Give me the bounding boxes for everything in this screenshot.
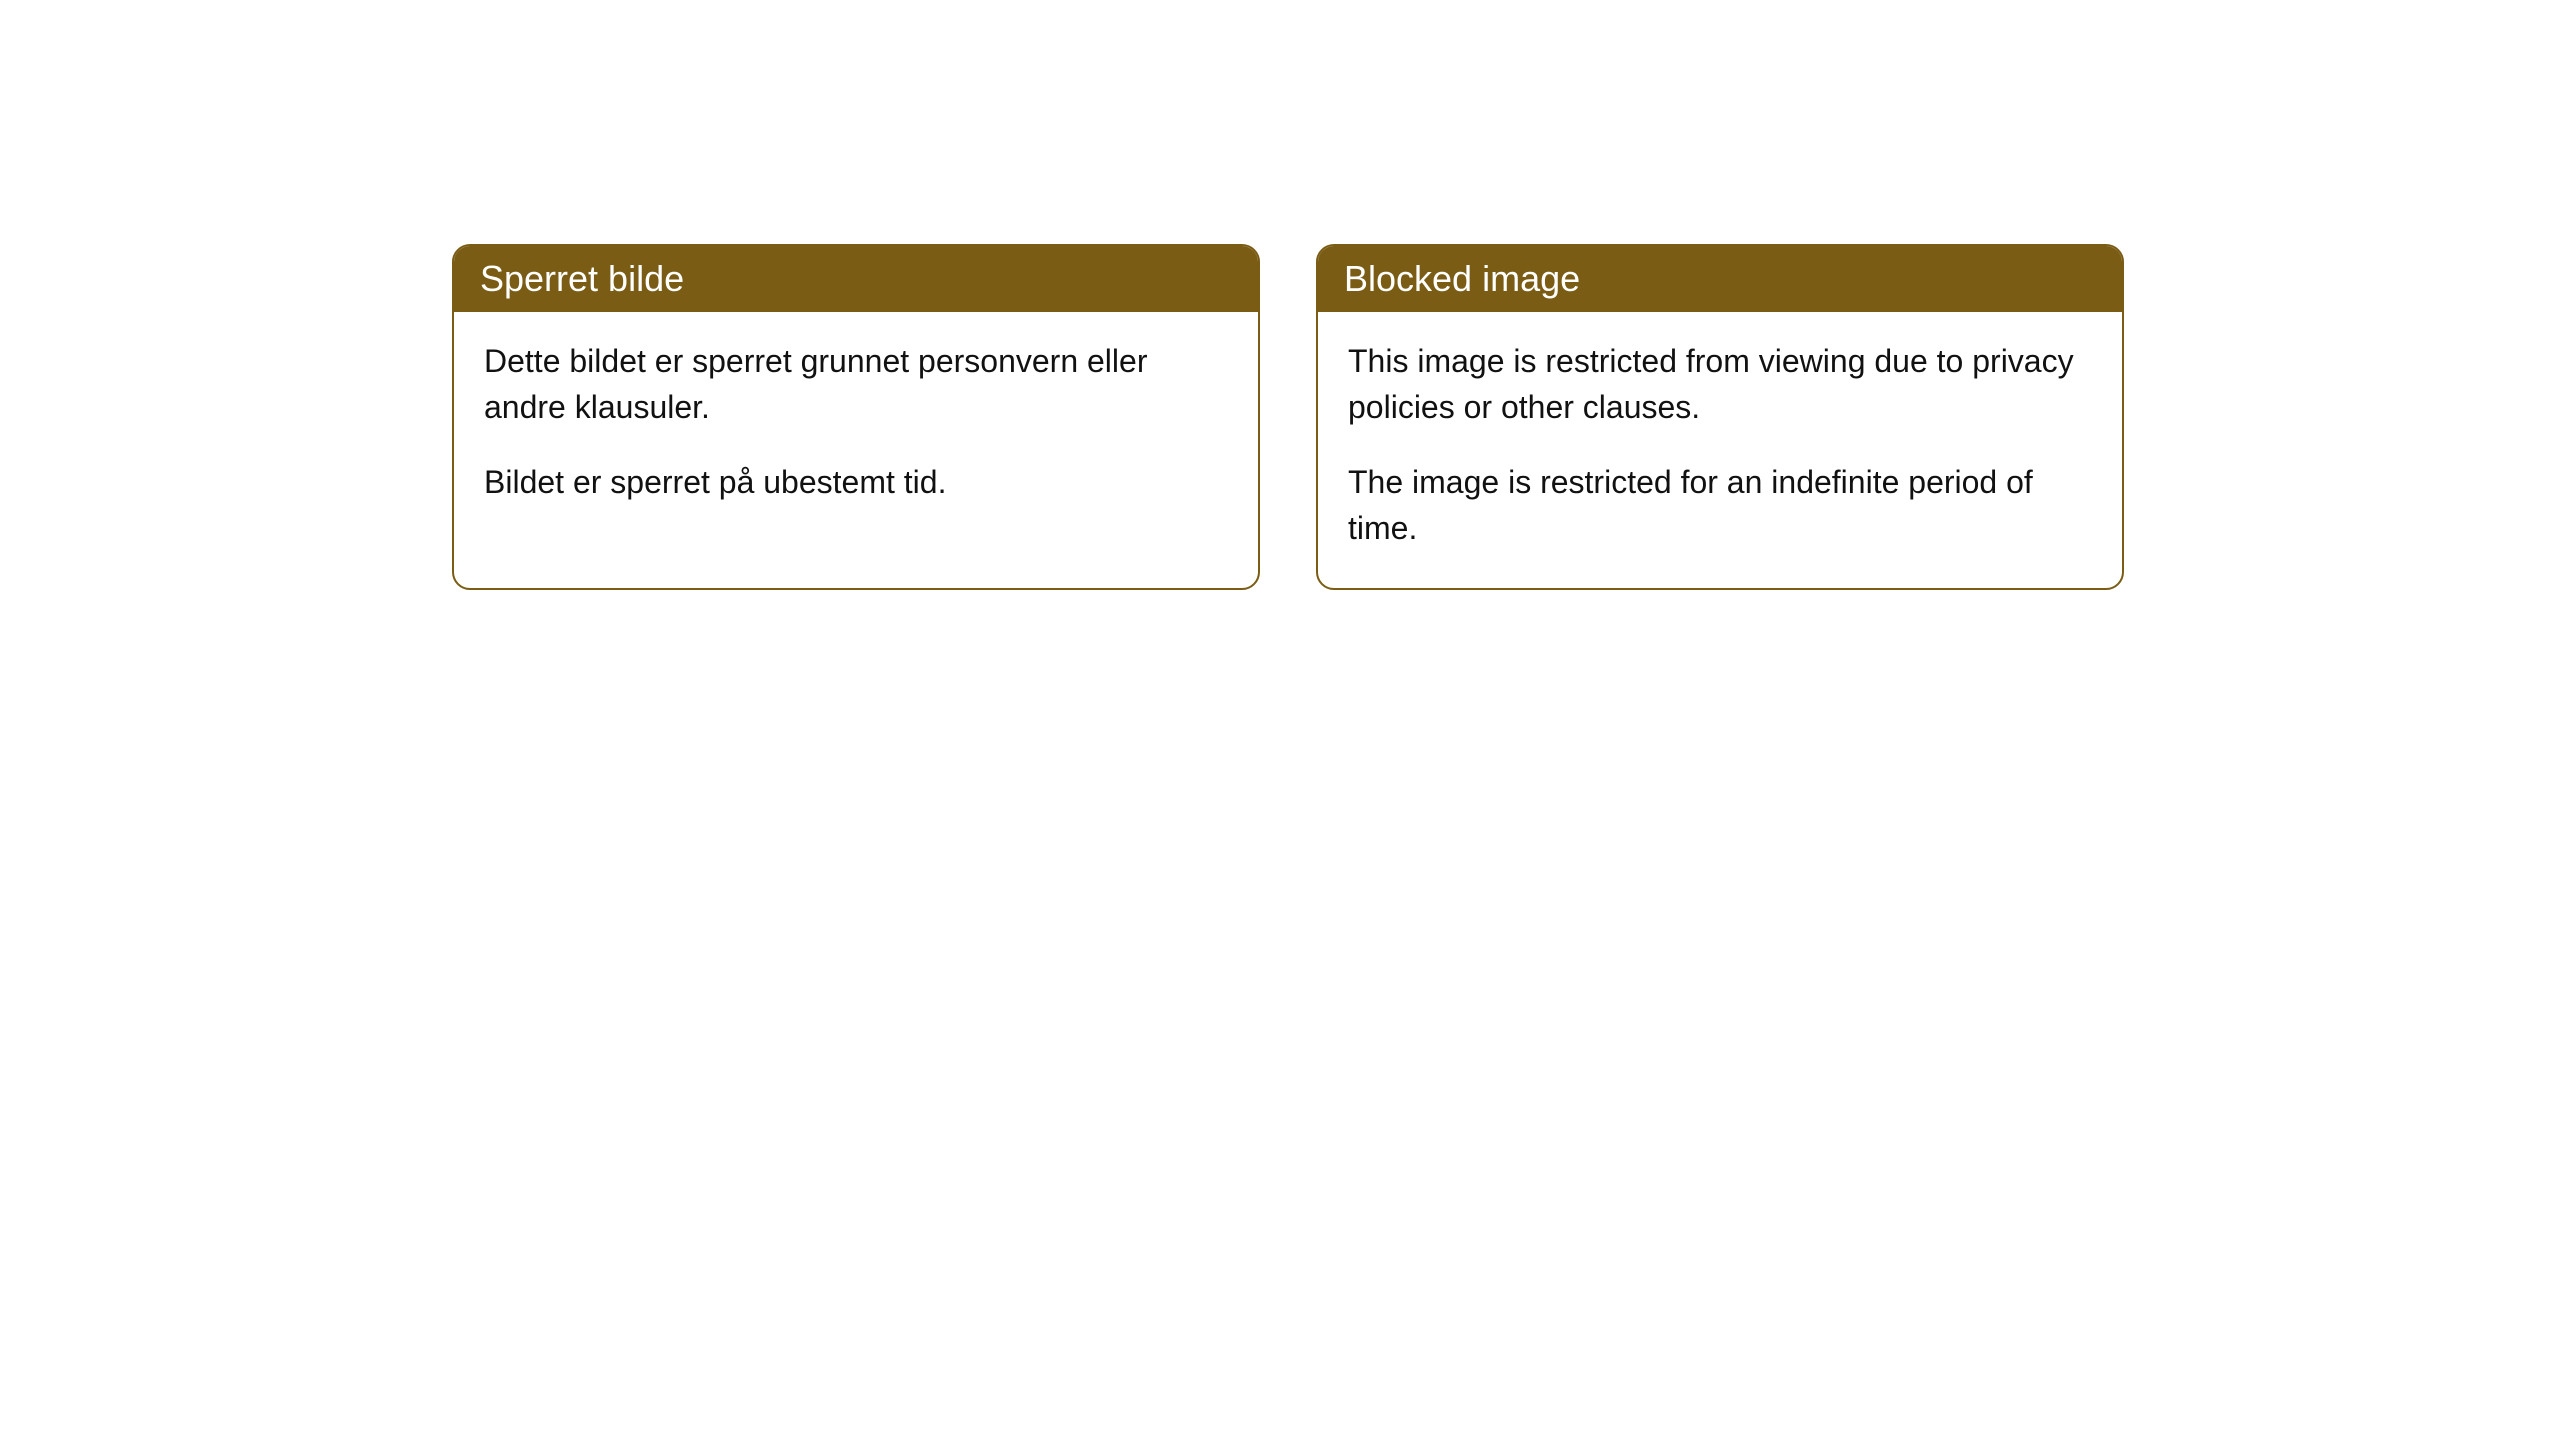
card-body: Dette bildet er sperret grunnet personve…: [454, 312, 1258, 541]
card-paragraph: Bildet er sperret på ubestemt tid.: [484, 459, 1228, 505]
card-title: Blocked image: [1344, 258, 1580, 299]
card-title: Sperret bilde: [480, 258, 684, 299]
notice-cards-container: Sperret bilde Dette bildet er sperret gr…: [452, 244, 2560, 590]
card-header: Blocked image: [1318, 246, 2122, 312]
notice-card-norwegian: Sperret bilde Dette bildet er sperret gr…: [452, 244, 1260, 590]
card-paragraph: The image is restricted for an indefinit…: [1348, 459, 2092, 552]
card-body: This image is restricted from viewing du…: [1318, 312, 2122, 588]
card-header: Sperret bilde: [454, 246, 1258, 312]
notice-card-english: Blocked image This image is restricted f…: [1316, 244, 2124, 590]
card-paragraph: Dette bildet er sperret grunnet personve…: [484, 338, 1228, 431]
card-paragraph: This image is restricted from viewing du…: [1348, 338, 2092, 431]
